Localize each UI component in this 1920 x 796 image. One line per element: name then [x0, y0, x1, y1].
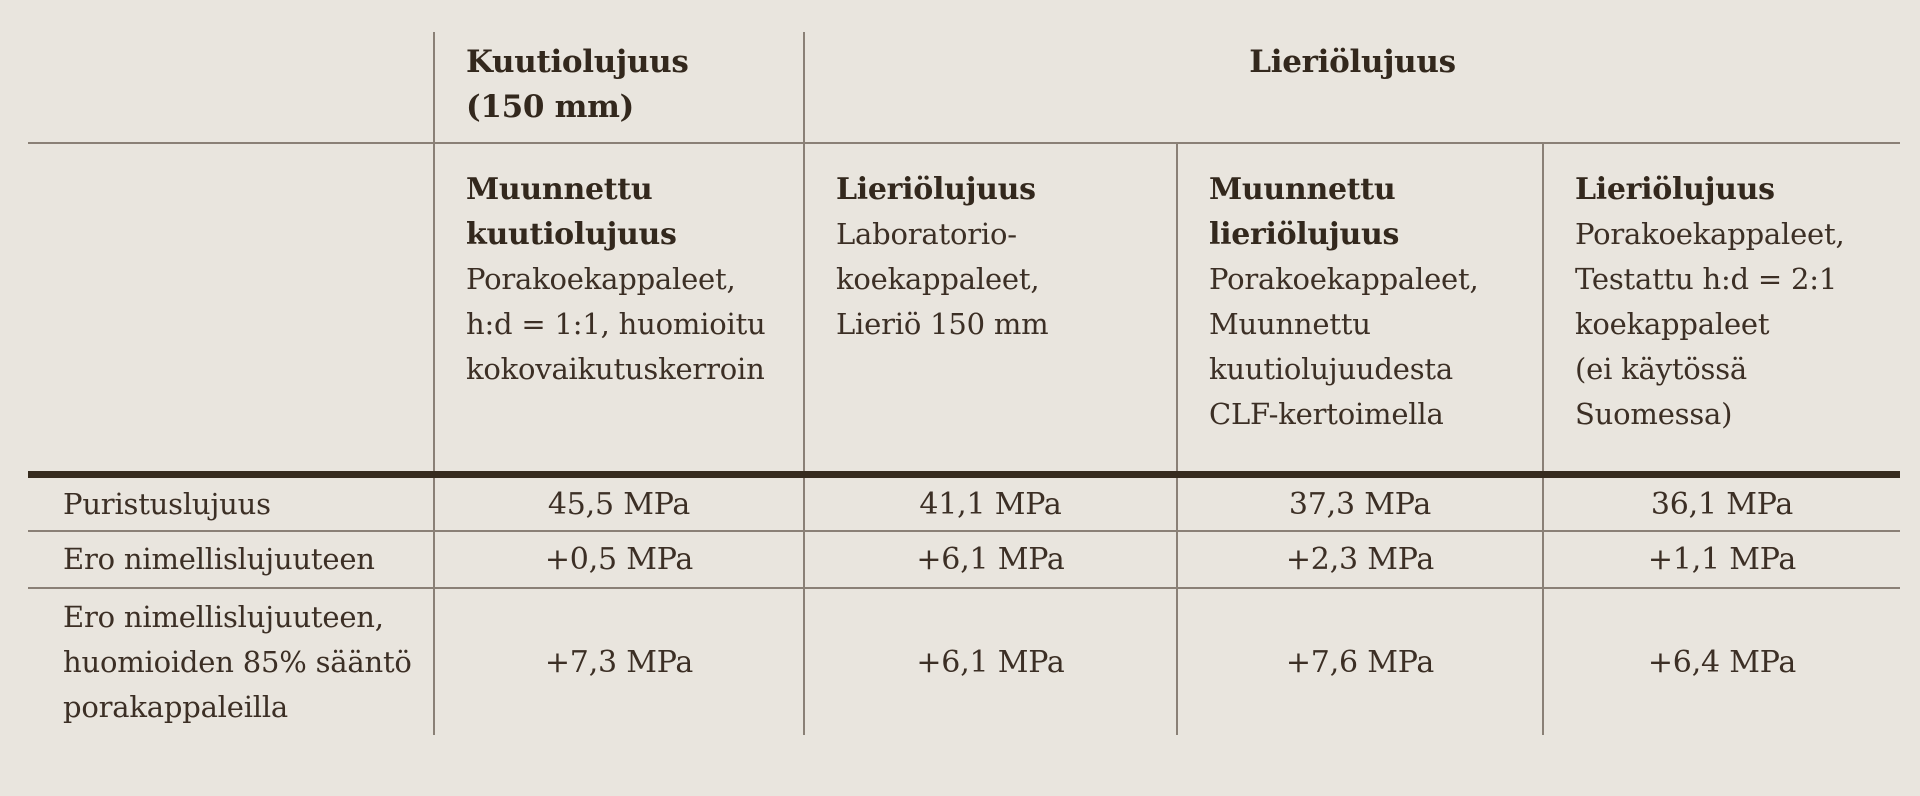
column-divider-3: [1176, 142, 1178, 735]
column-divider-1: [433, 32, 435, 735]
column-header-cylinder-cores-title: Lieriölujuus: [1575, 172, 1775, 207]
value-cell: 45,5 MPa: [547, 486, 691, 522]
value-cell: +6,1 MPa: [916, 542, 1065, 577]
column-header-converted-cylinder-subtitle: Porakoekappaleet, Muunnettu kuutiolujuud…: [1209, 262, 1479, 431]
value-cell: 37,3 MPa: [1288, 486, 1432, 522]
column-header-converted-cube: Muunnettu kuutiolujuus Porakoekappaleet,…: [466, 167, 788, 392]
column-header-cylinder-lab: Lieriölujuus Laboratorio- koekappaleet, …: [836, 167, 1166, 347]
value-cell: +1,1 MPa: [1647, 542, 1797, 577]
column-header-converted-cube-title: Muunnettu kuutiolujuus: [466, 172, 677, 252]
column-divider-2: [803, 32, 805, 735]
column-header-cylinder-cores: Lieriölujuus Porakoekappaleet, Testattu …: [1575, 167, 1893, 437]
column-header-cylinder-lab-title: Lieriölujuus: [836, 172, 1036, 207]
value-cell: +7,6 MPa: [1285, 644, 1435, 680]
value-cell: 36,1 MPa: [1650, 486, 1794, 522]
column-divider-4: [1542, 142, 1544, 735]
header-body-thick-rule: [28, 471, 1900, 478]
table-row-puristuslujuus: Puristuslujuus 45,5 MPa 41,1 MPa 37,3 MP…: [28, 478, 1900, 530]
row-label: Puristuslujuus: [63, 486, 271, 521]
row-label: Ero nimellislujuuteen: [63, 542, 375, 576]
value-cell: +2,3 MPa: [1285, 542, 1435, 577]
cube-strength-group-header: Kuutiolujuus (150 mm): [466, 44, 689, 125]
row-rule-1: [28, 530, 1900, 532]
row-label: Ero nimellislujuuteen, huomioiden 85% sä…: [63, 599, 412, 724]
table-row-ero-85-saanto: Ero nimellislujuuteen, huomioiden 85% sä…: [28, 589, 1900, 735]
value-cell: 41,1 MPa: [919, 486, 1062, 522]
table-row-ero-nimellislujuuteen: Ero nimellislujuuteen +0,5 MPa +6,1 MPa …: [28, 532, 1900, 587]
value-cell: +6,1 MPa: [916, 644, 1065, 680]
value-cell: +0,5 MPa: [544, 542, 694, 577]
column-header-converted-cylinder: Muunnettu lieriölujuus Porakoekappaleet,…: [1209, 167, 1534, 437]
cylinder-strength-group-header: Lieriölujuus: [1249, 44, 1456, 80]
row-rule-2: [28, 587, 1900, 589]
column-header-cylinder-cores-subtitle: Porakoekappaleet, Testattu h:d = 2:1 koe…: [1575, 217, 1845, 431]
header-rule: [28, 142, 1900, 144]
column-header-cylinder-lab-subtitle: Laboratorio- koekappaleet, Lieriö 150 mm: [836, 217, 1049, 341]
value-cell: +7,3 MPa: [544, 644, 694, 680]
value-cell: +6,4 MPa: [1647, 644, 1797, 680]
column-header-converted-cube-subtitle: Porakoekappaleet, h:d = 1:1, huomioitu k…: [466, 262, 766, 386]
column-header-converted-cylinder-title: Muunnettu lieriölujuus: [1209, 172, 1400, 252]
concrete-strength-table: Kuutiolujuus (150 mm) Lieriölujuus Muunn…: [28, 25, 1900, 737]
